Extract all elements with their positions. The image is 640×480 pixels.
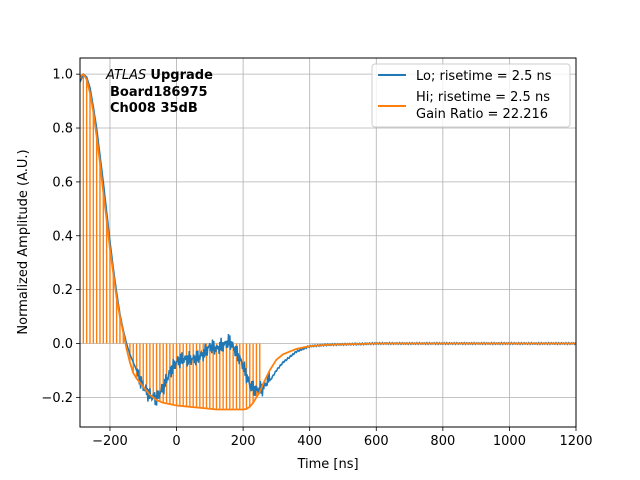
x-tick-label: 600	[364, 434, 389, 449]
y-axis-label: Normalized Amplitude (A.U.)	[16, 149, 31, 334]
x-axis-ticks: −200 0 200 400 600 800 1000 1200	[92, 427, 593, 449]
legend: Lo; risetime = 2.5 ns Hi; risetime = 2.5…	[371, 63, 571, 128]
atlas-annotation: ATLAS Upgrade Board186975 Ch008 35dB	[105, 68, 213, 116]
channel-label: Ch008 35dB	[110, 101, 198, 116]
y-tick-label: 0.4	[52, 229, 73, 244]
y-tick-label: −0.2	[41, 391, 73, 406]
x-axis-label: Time [ns]	[296, 457, 358, 472]
series-lines	[79, 72, 577, 411]
axes-frame	[79, 57, 577, 428]
upgrade-label: Upgrade	[150, 68, 213, 83]
y-tick-label: 0.8	[52, 122, 73, 137]
x-tick-label: −200	[92, 434, 128, 449]
x-tick-label: 1200	[559, 434, 592, 449]
legend-label-hi-line2: Gain Ratio = 22.216	[416, 107, 548, 122]
y-tick-label: 1.0	[52, 68, 73, 83]
y-tick-label: 0.6	[52, 175, 73, 190]
atlas-label: ATLAS	[105, 68, 146, 83]
y-tick-label: 0.0	[52, 337, 73, 352]
board-label: Board186975	[110, 85, 208, 100]
x-tick-label: 1000	[493, 434, 526, 449]
y-tick-label: 0.2	[52, 283, 73, 298]
annotation-line-1: ATLAS Upgrade	[105, 68, 213, 83]
legend-label-hi: Hi; risetime = 2.5 ns Gain Ratio = 22.21…	[416, 90, 554, 122]
x-tick-label: 400	[297, 434, 322, 449]
x-tick-label: 800	[430, 434, 455, 449]
hi-series-spikes	[82, 74, 261, 410]
legend-label-lo: Lo; risetime = 2.5 ns	[416, 69, 552, 84]
series-line-hi	[79, 72, 576, 411]
legend-box	[371, 63, 571, 128]
x-tick-label: 200	[231, 434, 256, 449]
y-axis-ticks: −0.2 0.0 0.2 0.4 0.6 0.8 1.0	[41, 68, 80, 406]
x-tick-label: 0	[172, 434, 180, 449]
legend-label-hi-line1: Hi; risetime = 2.5 ns	[416, 90, 550, 105]
